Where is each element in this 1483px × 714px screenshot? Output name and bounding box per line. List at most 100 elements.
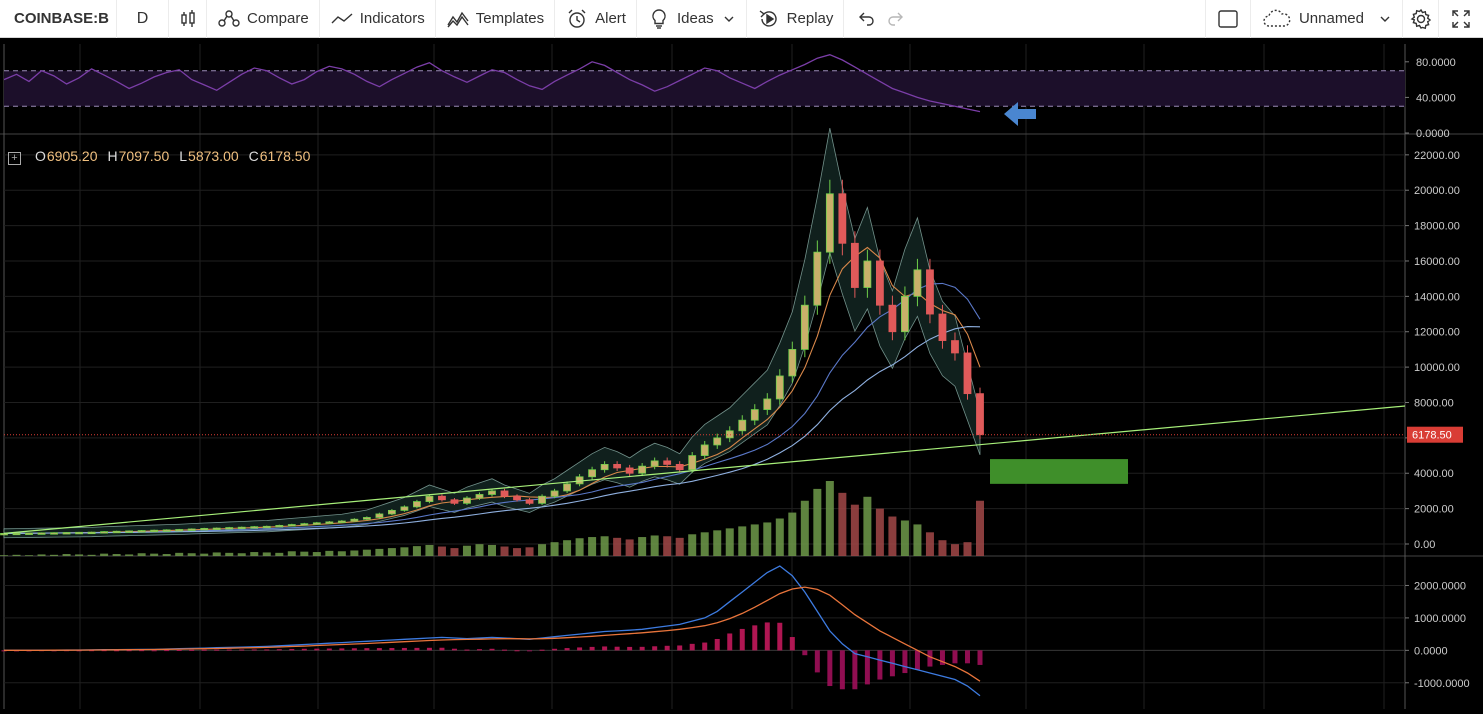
macd-histogram-bar bbox=[114, 650, 120, 652]
volume-bar bbox=[976, 500, 984, 556]
volume-bar bbox=[488, 544, 496, 556]
volume-bar bbox=[900, 520, 909, 556]
volume-bar bbox=[137, 553, 146, 556]
candle-body bbox=[225, 527, 234, 530]
volume-bar bbox=[62, 554, 71, 556]
alert-button[interactable]: Alert bbox=[555, 0, 637, 38]
macd-histogram-bar bbox=[777, 622, 783, 651]
candle-body bbox=[362, 517, 371, 520]
volume-bar bbox=[412, 546, 421, 556]
replay-button[interactable]: Replay bbox=[747, 0, 845, 38]
candle-body bbox=[187, 528, 196, 531]
volume-bar bbox=[813, 488, 822, 556]
volume-bar bbox=[400, 547, 409, 556]
candle-body bbox=[600, 463, 609, 471]
macd-histogram-bar bbox=[439, 647, 445, 651]
compare-button[interactable]: Compare bbox=[207, 0, 320, 38]
candle-body bbox=[125, 530, 134, 533]
macd-histogram-bar bbox=[126, 650, 132, 652]
rsi-tick-label: 80.0000 bbox=[1416, 57, 1456, 69]
legend-expand-icon[interactable]: + bbox=[8, 148, 25, 165]
ohlc-close: C6178.50 bbox=[248, 148, 311, 164]
top-toolbar: COINBASE:B D Compare Indicators Template… bbox=[0, 0, 1483, 38]
alert-label: Alert bbox=[595, 10, 626, 27]
indicators-button[interactable]: Indicators bbox=[320, 0, 436, 38]
rsi-tick-label: 40.0000 bbox=[1416, 92, 1456, 104]
indicators-label: Indicators bbox=[359, 10, 425, 27]
macd-histogram-bar bbox=[401, 647, 407, 651]
macd-histogram-bar bbox=[239, 649, 245, 651]
volume-bar bbox=[613, 537, 622, 556]
ideas-button[interactable]: Ideas bbox=[637, 0, 747, 38]
macd-histogram-bar bbox=[677, 645, 683, 651]
chart-area[interactable]: 80.0000 40.0000 0.0000 22000.00 20000.00 1800… bbox=[0, 38, 1483, 709]
chart-style-button[interactable] bbox=[169, 0, 207, 38]
candle-body bbox=[700, 444, 709, 456]
volume-bar bbox=[125, 554, 134, 556]
redo-icon[interactable] bbox=[884, 7, 908, 31]
macd-histogram-bar bbox=[464, 649, 470, 651]
candle-body bbox=[337, 520, 346, 523]
macd-histogram-bar bbox=[376, 648, 382, 651]
symbol-search[interactable]: COINBASE:B bbox=[0, 0, 117, 38]
candle-body bbox=[926, 269, 934, 315]
macd-histogram-bar bbox=[902, 650, 908, 674]
volume-bar bbox=[475, 544, 484, 556]
fullscreen-button[interactable] bbox=[1439, 0, 1483, 38]
candle-body bbox=[525, 499, 534, 504]
volume-bar bbox=[0, 555, 8, 556]
volume-bar bbox=[850, 504, 859, 556]
macd-histogram-bar bbox=[339, 648, 345, 651]
candle-body bbox=[275, 525, 284, 528]
macd-histogram-bar bbox=[201, 649, 207, 651]
candle-body bbox=[162, 529, 171, 532]
volume-bar bbox=[275, 552, 284, 556]
layout-name-button[interactable]: Unnamed bbox=[1251, 0, 1403, 38]
gear-icon bbox=[1410, 7, 1432, 31]
volume-bar bbox=[713, 530, 722, 556]
price-tick-label: 4000.00 bbox=[1414, 468, 1454, 480]
macd-histogram-bar bbox=[514, 650, 520, 652]
volume-bar bbox=[650, 535, 659, 556]
candle-body bbox=[212, 527, 221, 530]
interval-button[interactable]: D bbox=[117, 0, 169, 38]
cloud-icon bbox=[1261, 7, 1293, 31]
ohlc-low: L5873.00 bbox=[179, 148, 239, 164]
candle-body bbox=[112, 530, 121, 534]
macd-histogram-bar bbox=[764, 622, 770, 651]
macd-tick-label: 1000.0000 bbox=[1414, 613, 1466, 625]
candle-body bbox=[500, 490, 509, 497]
square-icon bbox=[1216, 7, 1240, 31]
macd-histogram-bar bbox=[176, 649, 182, 651]
volume-bar bbox=[538, 544, 547, 556]
candle-body bbox=[300, 523, 309, 526]
undo-icon[interactable] bbox=[854, 7, 878, 31]
layout-name-label: Unnamed bbox=[1298, 10, 1364, 27]
volume-bar bbox=[200, 553, 209, 556]
volume-bar bbox=[500, 546, 509, 556]
volume-bar bbox=[863, 496, 872, 556]
settings-button[interactable] bbox=[1403, 0, 1439, 38]
macd-histogram-bar bbox=[476, 649, 482, 651]
fullscreen-select-button[interactable] bbox=[1204, 0, 1251, 38]
ohlc-open: O6905.20 bbox=[35, 148, 98, 164]
macd-histogram-bar bbox=[714, 638, 720, 651]
volume-bar bbox=[800, 500, 809, 556]
macd-histogram-bar bbox=[839, 650, 845, 690]
macd-histogram-bar bbox=[289, 648, 295, 651]
candle-body bbox=[150, 529, 159, 533]
volume-bar bbox=[875, 508, 884, 556]
candle-body bbox=[237, 526, 246, 530]
candle-body bbox=[87, 531, 96, 535]
macd-histogram-bar bbox=[852, 650, 858, 690]
macd-signal-line bbox=[4, 586, 981, 682]
candle-body bbox=[25, 532, 33, 535]
volume-bar bbox=[350, 550, 359, 556]
volume-bar bbox=[825, 481, 834, 556]
templates-button[interactable]: Templates bbox=[436, 0, 556, 38]
macd-histogram-bar bbox=[527, 650, 533, 652]
chevron-down-icon bbox=[1378, 7, 1392, 31]
volume-bar bbox=[375, 548, 384, 556]
chart-canvas[interactable]: 80.0000 40.0000 0.0000 22000.00 20000.00 1800… bbox=[0, 38, 1483, 709]
volume-bar bbox=[938, 540, 947, 556]
